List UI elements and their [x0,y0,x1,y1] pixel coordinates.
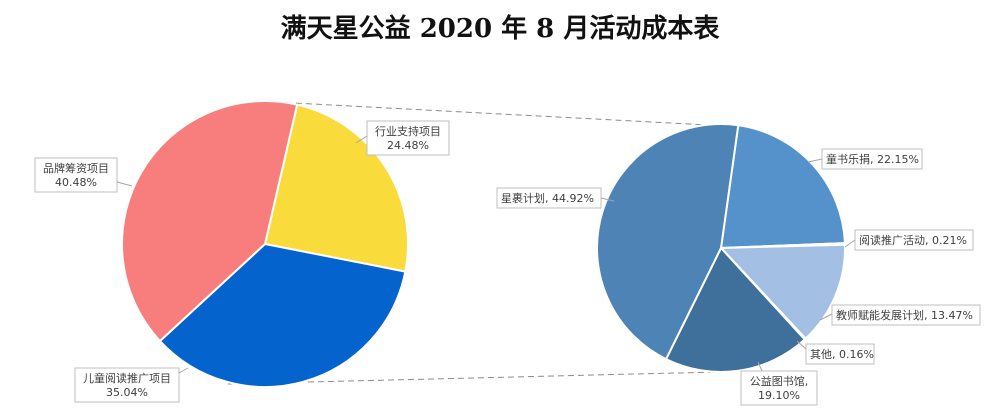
detail-slice-5 [665,247,806,373]
label-detail-1-leader [807,158,823,163]
main-pie [121,100,409,389]
label-detail-4-text-1: 其他, 0.16% [810,348,874,361]
label-main-2-text-2: 35.04% [106,386,148,399]
label-main-3-text-2: 40.48% [55,176,97,189]
connector-lines [227,100,747,385]
label-detail-3-leader [819,313,833,321]
main-slice-3 [121,100,299,343]
label-detail-1: 童书乐捐, 22.15% [807,148,923,170]
label-main-2-box [74,367,180,403]
label-detail-4-box [805,343,875,365]
main-slice-1 [264,103,409,273]
label-detail-5-leader [757,361,763,372]
label-detail-2-text-1: 阅读推广活动, 0.21% [859,233,967,247]
label-detail-5: 公益图书馆,19.10% [740,361,818,406]
label-main-2-text-1: 儿童阅读推广项目 [83,371,171,385]
detail-slice-3 [720,243,846,340]
label-detail-6-text-1: 星裹计划, 44.92% [501,191,594,205]
main-slice-2 [158,243,407,389]
detail-slice-1 [720,124,846,249]
label-main-3-box [34,157,118,193]
label-main-1-box [366,120,450,156]
label-main-3-leader [116,181,133,187]
label-detail-3: 教师赋能发展计划, 13.47% [819,304,981,326]
label-detail-2: 阅读推广活动, 0.21% [844,229,974,251]
label-main-1-text-1: 行业支持项目 [375,124,441,138]
connector-line-2 [227,371,718,385]
label-detail-5-text-2: 19.10% [758,389,800,402]
label-detail-3-text-1: 教师赋能发展计划, 13.47% [836,308,973,322]
label-detail-4: 其他, 0.16% [796,340,875,365]
label-detail-1-text-1: 童书乐捐, 22.15% [826,152,919,166]
detail-slice-6 [596,123,740,361]
label-detail-5-box [740,370,818,406]
label-detail-5-text-1: 公益图书馆, [750,374,809,388]
label-main-1-leader [355,135,368,144]
label-main-3-text-1: 品牌筹资项目 [43,161,109,175]
label-detail-4-leader [796,340,807,350]
label-detail-3-box [831,304,981,326]
chart-title: 满天星公益 2020 年 8 月活动成本表 [280,14,720,44]
label-main-1-text-2: 24.48% [387,139,429,152]
connector-line-1 [255,100,747,128]
label-detail-2-leader [844,239,856,248]
detail-pie [596,123,846,373]
label-detail-6: 星裹计划, 44.92% [496,187,615,209]
label-main-2-leader [178,367,189,374]
label-detail-6-leader [600,197,615,202]
